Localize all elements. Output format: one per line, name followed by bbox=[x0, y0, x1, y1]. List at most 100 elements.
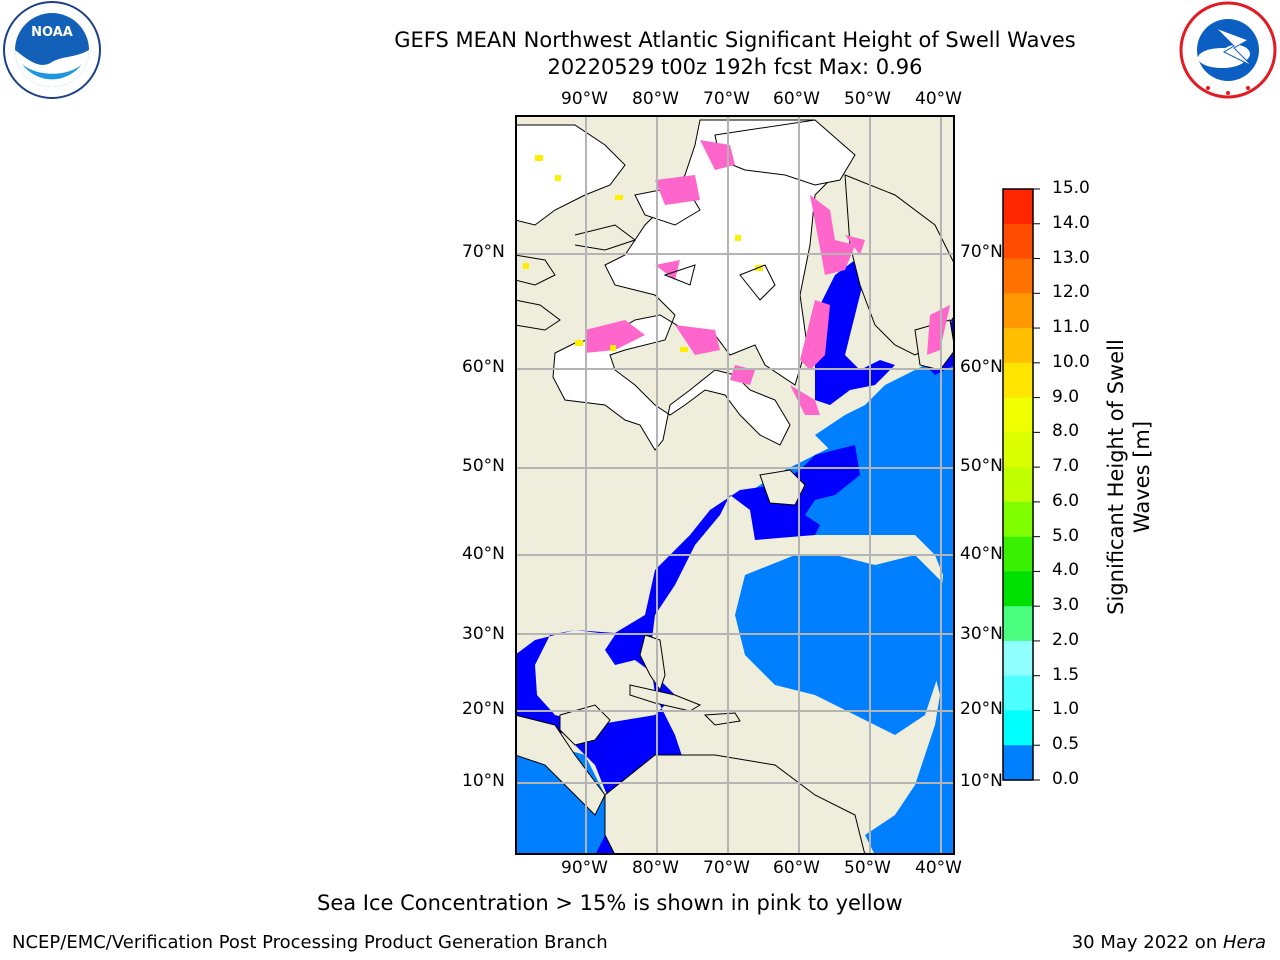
lon-label-bottom: 70°W bbox=[703, 858, 750, 878]
arctic-water-white-north bbox=[515, 124, 626, 226]
colorbar-tick-label: 9.0 bbox=[1052, 386, 1080, 407]
colorbar-segment bbox=[1003, 745, 1033, 781]
lat-label-right: 10°N bbox=[960, 771, 1003, 791]
sea-ice-yellow-cell bbox=[523, 263, 529, 269]
sea-ice-yellow-cell bbox=[615, 195, 623, 200]
caribbean-south-mid-swell bbox=[515, 735, 615, 855]
sea-ice-caption: Sea Ice Concentration > 15% is shown in … bbox=[317, 891, 903, 915]
sea-ice-yellow-cell bbox=[535, 155, 543, 161]
colorbar-segment bbox=[1003, 606, 1033, 642]
colorbar-tick-label: 0.5 bbox=[1052, 734, 1080, 755]
lon-label-top: 90°W bbox=[561, 89, 608, 109]
colorbar-tick-label: 11.0 bbox=[1052, 317, 1090, 338]
colorbar-segment bbox=[1003, 501, 1033, 538]
sea-ice-yellow-cell bbox=[680, 347, 688, 352]
noaa-logo: NOAA bbox=[0, 0, 106, 104]
colorbar-tick-label: 6.0 bbox=[1052, 490, 1080, 511]
footer-host: Hera bbox=[1222, 932, 1266, 953]
sea-ice-yellow-layer bbox=[523, 155, 763, 352]
map-frame bbox=[515, 115, 955, 855]
sea-ice-patch bbox=[790, 385, 820, 415]
central-america-land bbox=[515, 714, 606, 816]
colorbar-tick-label: 10.0 bbox=[1052, 351, 1090, 372]
sea-ice-yellow-cell bbox=[735, 235, 741, 241]
noaa-logo-text: NOAA bbox=[31, 25, 73, 40]
lon-label-top: 70°W bbox=[703, 89, 750, 109]
lat-label-right: 50°N bbox=[960, 456, 1003, 476]
colorbar-tick-label: 1.5 bbox=[1052, 664, 1080, 685]
nws-logo bbox=[1176, 0, 1280, 104]
colorbar-tick-label: 4.0 bbox=[1052, 560, 1080, 581]
sea-ice-patch bbox=[655, 175, 700, 205]
lon-label-top: 40°W bbox=[915, 89, 962, 109]
colorbar-segment bbox=[1003, 328, 1033, 364]
sea-ice-patch bbox=[845, 235, 865, 255]
map-panel bbox=[515, 115, 955, 855]
lat-label-left: 70°N bbox=[462, 242, 505, 262]
colorbar-segment bbox=[1003, 571, 1033, 607]
colorbar-tick-label: 7.0 bbox=[1052, 456, 1080, 477]
colorbar-label: Significant Height of Swell Waves [m] bbox=[1104, 339, 1154, 615]
footer-date: 30 May 2022 on bbox=[1071, 932, 1223, 953]
lon-label-bottom: 40°W bbox=[915, 858, 962, 878]
lon-label-top: 80°W bbox=[632, 89, 679, 109]
chart-title: GEFS MEAN Northwest Atlantic Significant… bbox=[394, 28, 1076, 52]
lat-label-right: 20°N bbox=[960, 699, 1003, 719]
colorbar-segment bbox=[1003, 189, 1033, 225]
sea-ice-patch bbox=[800, 300, 830, 370]
sea-ice-patch bbox=[585, 320, 645, 353]
colorbar-segment bbox=[1003, 640, 1033, 677]
lat-label-right: 60°N bbox=[960, 357, 1003, 377]
lat-label-right: 30°N bbox=[960, 624, 1003, 644]
lat-label-left: 60°N bbox=[462, 357, 505, 377]
coastline-detail bbox=[515, 224, 776, 331]
colorbar-segment bbox=[1003, 675, 1033, 712]
sea-ice-yellow-cell bbox=[610, 345, 616, 351]
colorbar-tick-label: 8.0 bbox=[1052, 421, 1080, 442]
hispaniola-land bbox=[703, 712, 741, 726]
colorbar-segment bbox=[1003, 258, 1033, 294]
lon-label-top: 50°W bbox=[844, 89, 891, 109]
sea-ice-yellow-cell bbox=[755, 265, 763, 271]
atlantic-deep-swell bbox=[515, 445, 875, 855]
colorbar-segment bbox=[1003, 467, 1033, 503]
colorbar-segment bbox=[1003, 432, 1033, 468]
colorbar-segment bbox=[1003, 223, 1033, 260]
lat-label-right: 70°N bbox=[960, 242, 1003, 262]
colorbar-tick-label: 13.0 bbox=[1052, 247, 1090, 268]
lat-label-left: 50°N bbox=[462, 456, 505, 476]
lon-label-top: 60°W bbox=[773, 89, 820, 109]
colorbar-tick-label: 2.0 bbox=[1052, 629, 1080, 650]
colorbar-tick-label: 0.0 bbox=[1052, 769, 1080, 789]
footer-right: 30 May 2022 on Hera bbox=[1072, 932, 1266, 953]
colorbar-tick-label: 12.0 bbox=[1052, 282, 1090, 303]
colorbar-segment bbox=[1003, 362, 1033, 399]
sea-ice-yellow-cell bbox=[575, 340, 583, 346]
colorbar-tick-label: 3.0 bbox=[1052, 595, 1080, 616]
sea-ice-patch bbox=[675, 325, 720, 355]
graticule bbox=[515, 115, 955, 855]
sea-ice-yellow-cell bbox=[555, 175, 561, 181]
footer-left: NCEP/EMC/Verification Post Processing Pr… bbox=[12, 932, 608, 953]
arctic-water-white bbox=[552, 119, 836, 451]
lat-label-left: 30°N bbox=[462, 624, 505, 644]
lon-label-bottom: 80°W bbox=[632, 858, 679, 878]
colorbar bbox=[1002, 188, 1040, 781]
colorbar-segment bbox=[1003, 536, 1033, 573]
lon-label-bottom: 60°W bbox=[773, 858, 820, 878]
colorbar-segment bbox=[1003, 710, 1033, 746]
lon-label-bottom: 90°W bbox=[561, 858, 608, 878]
sea-ice-patch bbox=[655, 260, 680, 280]
colorbar-segment bbox=[1003, 293, 1033, 329]
colorbar-tick-label: 5.0 bbox=[1052, 525, 1080, 546]
lon-label-bottom: 50°W bbox=[844, 858, 891, 878]
colorbar-tick-label: 14.0 bbox=[1052, 212, 1090, 233]
atlantic-mid-swell-north bbox=[815, 315, 955, 485]
colorbar-tick-label: 15.0 bbox=[1052, 178, 1090, 198]
florida-land bbox=[639, 634, 666, 692]
lat-label-left: 20°N bbox=[462, 699, 505, 719]
chart-subtitle: 20220529 t00z 192h fcst Max: 0.96 bbox=[547, 55, 923, 79]
colorbar-segment bbox=[1003, 397, 1033, 433]
sea-ice-patch bbox=[927, 305, 950, 355]
lat-label-left: 40°N bbox=[462, 544, 505, 564]
